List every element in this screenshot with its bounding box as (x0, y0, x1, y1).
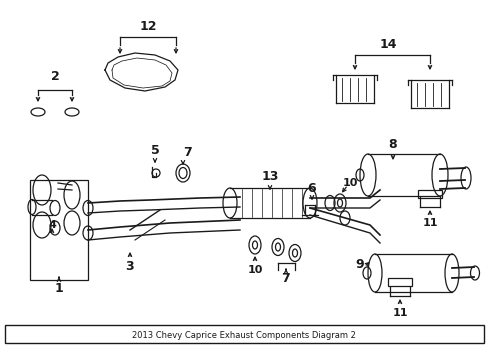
Bar (387, 278, 411, 286)
Text: 12: 12 (139, 21, 157, 33)
Text: 11: 11 (421, 218, 437, 228)
Bar (417, 190, 441, 198)
Text: 9: 9 (355, 258, 364, 271)
Text: 3: 3 (125, 261, 134, 274)
Text: 7: 7 (183, 147, 192, 159)
Text: 10: 10 (342, 178, 357, 188)
Bar (30, 180, 88, 280)
Text: 2: 2 (51, 71, 59, 84)
Text: 5: 5 (150, 144, 159, 157)
Text: 14: 14 (379, 39, 396, 51)
Text: 7: 7 (281, 271, 290, 284)
Text: 4: 4 (48, 220, 56, 230)
Text: 10: 10 (247, 265, 262, 275)
Text: 11: 11 (391, 308, 407, 318)
Text: 8: 8 (388, 139, 397, 152)
Text: 6: 6 (307, 181, 316, 194)
Text: 13: 13 (261, 171, 278, 184)
Text: 1: 1 (55, 282, 63, 294)
Text: 2013 Chevy Caprice Exhaust Components Diagram 2: 2013 Chevy Caprice Exhaust Components Di… (132, 330, 355, 339)
Bar (5, 325, 483, 343)
